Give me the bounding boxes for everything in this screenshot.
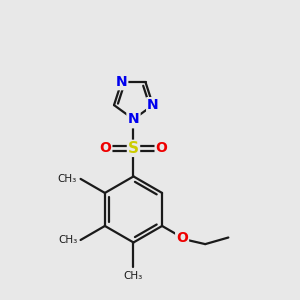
- Text: N: N: [128, 113, 139, 127]
- Text: CH₃: CH₃: [124, 271, 143, 281]
- Text: CH₃: CH₃: [58, 235, 77, 245]
- Text: N: N: [116, 75, 127, 89]
- Text: O: O: [156, 141, 167, 155]
- Text: S: S: [128, 141, 139, 156]
- Text: N: N: [128, 112, 139, 126]
- Text: CH₃: CH₃: [57, 174, 76, 184]
- Text: N: N: [147, 98, 159, 112]
- Text: O: O: [100, 141, 111, 155]
- Text: O: O: [176, 230, 188, 244]
